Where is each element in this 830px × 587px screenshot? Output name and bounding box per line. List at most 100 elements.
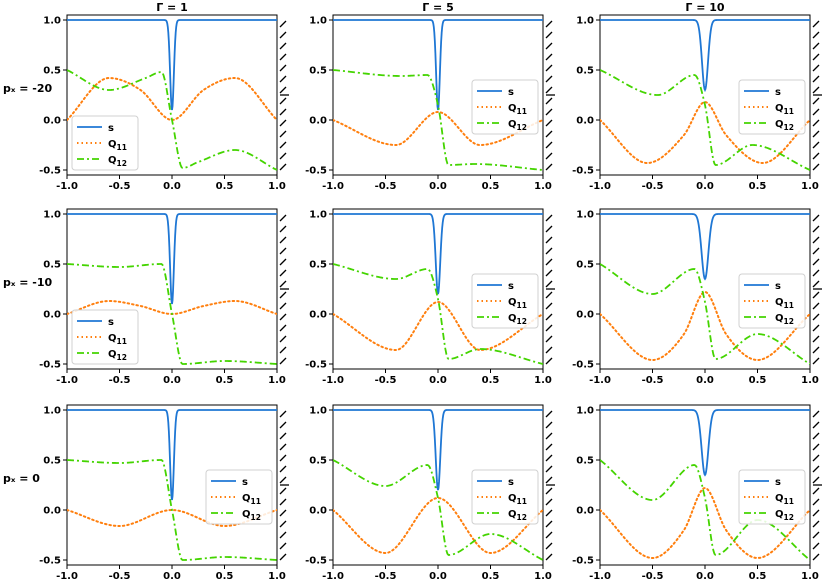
x-tick-label: -1.0 — [589, 375, 611, 386]
x-tick-label: -0.5 — [375, 375, 397, 386]
series-q11-line — [67, 76, 277, 122]
column-title-2: Γ = 5 — [422, 1, 454, 14]
y-tick-label: -0.5 — [572, 556, 594, 567]
x-tick-label: 1.0 — [801, 571, 819, 582]
y-tick-label: 0.0 — [43, 310, 61, 321]
series-q11-line — [600, 486, 810, 560]
x-tick-label: -1.0 — [56, 375, 78, 386]
legend-label-q11: Q11 — [242, 493, 261, 506]
series-q12-line — [333, 263, 543, 365]
y-tick-label: -0.5 — [39, 556, 61, 567]
x-tick-label: -1.0 — [56, 181, 78, 192]
x-tick-label: -0.5 — [375, 181, 397, 192]
legend-label-q12: Q12 — [508, 509, 527, 522]
y-tick-label: 0.0 — [309, 310, 327, 321]
legend-label-q12: Q12 — [108, 349, 127, 362]
series-q11-line — [333, 300, 543, 352]
y-tick-label: -0.5 — [572, 166, 594, 177]
series-q11-line — [333, 110, 543, 147]
series-s-line — [600, 213, 810, 281]
subplot-r3-c2: -1.0 -0.5 0.0 0.5 1.0 -0.5 0.0 0.5 1.0 s Q11 Q12 — [305, 404, 555, 582]
x-tick-label: 0.0 — [696, 181, 714, 192]
y-tick-label: 0.5 — [309, 66, 327, 77]
legend-label-q11: Q11 — [775, 103, 794, 116]
y-tick-label: 1.0 — [576, 16, 594, 27]
y-tick-label: 0.0 — [576, 506, 594, 517]
y-tick-label: 0.0 — [576, 310, 594, 321]
y-tick-label: 1.0 — [43, 406, 61, 417]
series-q12-line — [333, 459, 543, 561]
legend-box — [471, 79, 539, 135]
legend-box — [738, 469, 806, 525]
legend-label-s: s — [775, 87, 781, 98]
legend: s Q11 Q12 — [738, 79, 806, 135]
legend-label-q12: Q12 — [775, 313, 794, 326]
series-s-line — [333, 409, 543, 491]
y-tick-label: 1.0 — [576, 210, 594, 221]
series-q12-line — [600, 459, 810, 561]
right-edge-hatch — [812, 410, 822, 561]
series-s-line — [67, 19, 277, 111]
y-tick-label: 0.0 — [309, 506, 327, 517]
x-tick-label: 1.0 — [801, 181, 819, 192]
x-tick-label: 0.5 — [216, 571, 234, 582]
subplot-r2-c2: -1.0 -0.5 0.0 0.5 1.0 -0.5 0.0 0.5 1.0 s Q11 Q12 — [305, 208, 555, 386]
x-tick-label: -0.5 — [642, 181, 664, 192]
series-q12-line — [333, 69, 543, 171]
y-tick-label: -0.5 — [39, 166, 61, 177]
y-tick-label: 0.5 — [576, 260, 594, 271]
x-tick-label: 0.5 — [749, 571, 767, 582]
y-tick-label: 1.0 — [43, 210, 61, 221]
series-q12-line — [600, 69, 810, 171]
legend-label-s: s — [108, 123, 114, 134]
x-tick-label: 0.0 — [163, 375, 181, 386]
legend-label-s: s — [108, 317, 114, 328]
series-q12-line — [67, 69, 277, 171]
x-tick-label: 0.5 — [216, 375, 234, 386]
x-tick-label: -0.5 — [375, 571, 397, 582]
x-tick-label: -1.0 — [56, 571, 78, 582]
legend: s Q11 Q12 — [71, 309, 139, 365]
x-tick-label: 1.0 — [268, 571, 286, 582]
x-tick-label: 1.0 — [534, 375, 552, 386]
legend-box — [738, 79, 806, 135]
legend: s Q11 Q12 — [71, 115, 139, 171]
x-tick-label: 0.0 — [163, 181, 181, 192]
y-tick-label: 0.5 — [309, 260, 327, 271]
right-edge-hatch — [545, 410, 555, 561]
row-label-2: pₓ = -10 — [3, 276, 53, 289]
x-tick-label: -1.0 — [322, 181, 344, 192]
y-tick-label: 1.0 — [309, 210, 327, 221]
legend-box — [471, 469, 539, 525]
x-tick-label: -0.5 — [109, 375, 131, 386]
column-title-3: Γ = 10 — [685, 1, 725, 14]
column-title-1: Γ = 1 — [156, 1, 188, 14]
series-s-line — [67, 409, 277, 501]
x-tick-label: 0.0 — [429, 375, 447, 386]
right-edge-hatch — [279, 20, 289, 171]
y-tick-label: 0.5 — [309, 456, 327, 467]
legend-box — [738, 273, 806, 329]
y-tick-label: 0.0 — [43, 506, 61, 517]
legend-label-q11: Q11 — [108, 333, 127, 346]
x-tick-label: -0.5 — [642, 375, 664, 386]
right-edge-hatch — [279, 410, 289, 561]
y-tick-label: -0.5 — [39, 360, 61, 371]
legend-label-q12: Q12 — [508, 119, 527, 132]
legend-label-q11: Q11 — [508, 493, 527, 506]
legend-box — [471, 273, 539, 329]
legend-label-s: s — [508, 477, 514, 488]
right-edge-hatch — [812, 214, 822, 365]
y-tick-label: 0.0 — [43, 116, 61, 127]
x-tick-label: 1.0 — [534, 181, 552, 192]
legend: s Q11 Q12 — [205, 469, 273, 525]
legend-label-s: s — [775, 281, 781, 292]
x-tick-label: 0.0 — [696, 375, 714, 386]
legend-label-s: s — [508, 281, 514, 292]
legend: s Q11 Q12 — [738, 469, 806, 525]
x-tick-label: -0.5 — [642, 571, 664, 582]
legend-label-s: s — [242, 477, 248, 488]
x-tick-label: 0.0 — [696, 571, 714, 582]
legend-label-s: s — [775, 477, 781, 488]
